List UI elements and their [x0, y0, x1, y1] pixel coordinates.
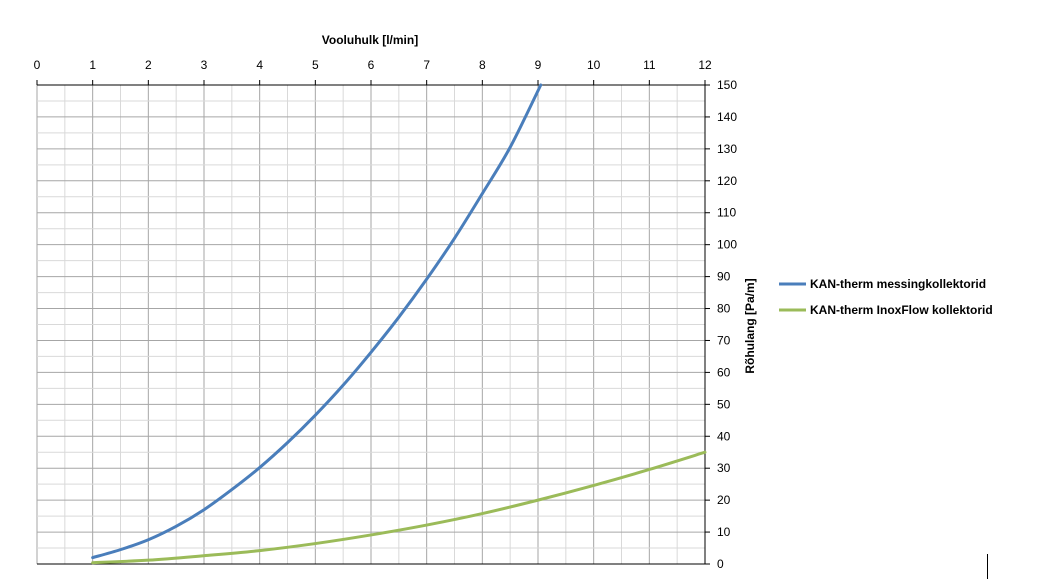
x-tick-label: 6: [368, 58, 375, 72]
y-tick-label: 30: [717, 461, 731, 475]
y-tick-label: 130: [717, 142, 737, 156]
x-tick-label: 2: [145, 58, 152, 72]
x-tick-label: 10: [587, 58, 601, 72]
x-tick-label: 3: [201, 58, 208, 72]
x-tick-label: 8: [479, 58, 486, 72]
grid-layer: [36, 84, 706, 565]
x-axis-title: Vooluhulk [l/min]: [322, 33, 418, 47]
y-tick-label: 60: [717, 365, 731, 379]
x-tick-label: 7: [423, 58, 430, 72]
series-layer: [91, 83, 707, 565]
label-layer: 0 1 2 3 4 5 6 7 8 9 10 11 12010203040506070809010011…: [34, 58, 738, 571]
y-tick-label: 90: [717, 270, 731, 284]
corner-divider: [987, 554, 988, 579]
series-line-inoxflow: [91, 450, 707, 565]
x-tick-label: 5: [312, 58, 319, 72]
y-tick-label: 80: [717, 302, 731, 316]
y-tick-label: 20: [717, 493, 731, 507]
y-tick-label: 40: [717, 429, 731, 443]
x-tick-label: 11: [643, 58, 656, 72]
y-tick-label: 10: [717, 525, 731, 539]
legend: KAN-therm messingkollektorid KAN-therm I…: [779, 277, 993, 317]
series-line-messing: [91, 83, 543, 560]
x-tick-label: 1: [89, 58, 96, 72]
y-tick-label: 120: [717, 174, 737, 188]
y-axis-title: Rõhulang [Pa/m]: [743, 278, 757, 373]
y-tick-label: 100: [717, 238, 737, 252]
x-tick-label: 0: [34, 58, 41, 72]
y-tick-label: 140: [717, 110, 737, 124]
y-tick-label: 50: [717, 397, 731, 411]
legend-label-inoxflow: KAN-therm InoxFlow kollektorid: [810, 303, 993, 317]
x-tick-label: 4: [256, 58, 263, 72]
x-tick-label: 12: [698, 58, 712, 72]
y-tick-label: 150: [717, 78, 737, 92]
y-tick-label: 0: [717, 557, 724, 571]
legend-label-messing: KAN-therm messingkollektorid: [810, 277, 986, 291]
x-tick-label: 9: [535, 58, 542, 72]
y-tick-label: 70: [717, 333, 731, 347]
y-tick-label: 110: [717, 206, 736, 220]
axis-layer: [36, 80, 710, 565]
